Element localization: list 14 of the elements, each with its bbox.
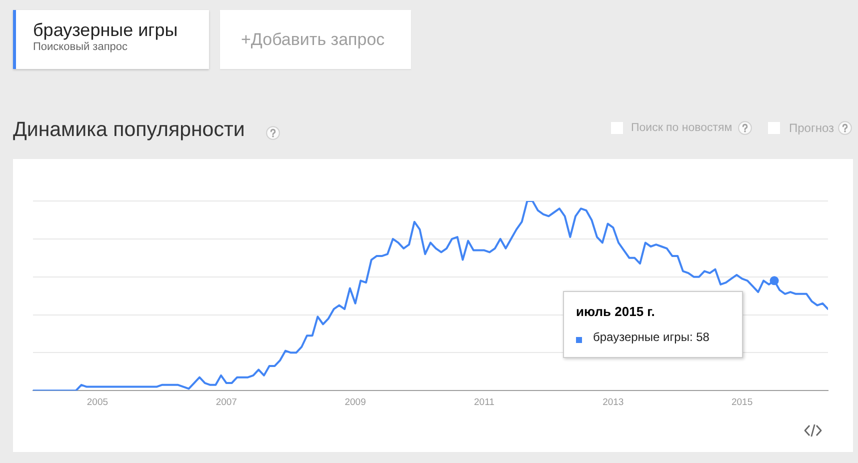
annotation: июль 2015 г. <box>576 304 655 320</box>
x-tick-label: 2015 <box>731 396 753 408</box>
x-tick-label: 2005 <box>86 396 108 408</box>
text: Прогноз <box>789 120 834 134</box>
text: Поисковый запрос <box>33 41 128 54</box>
chart-title: Динамика популярности <box>13 118 245 142</box>
text: +Добавить запрос <box>241 30 385 50</box>
annotation: браузерные игры: 58 <box>593 330 710 344</box>
text: браузерные игры <box>33 18 178 41</box>
x-tick-label: 2011 <box>474 396 494 408</box>
x-tick-label: 2007 <box>216 396 237 408</box>
text: Поиск по новостям <box>631 120 732 135</box>
x-tick-label: 2009 <box>344 396 366 408</box>
x-tick-label: 2013 <box>602 396 624 408</box>
